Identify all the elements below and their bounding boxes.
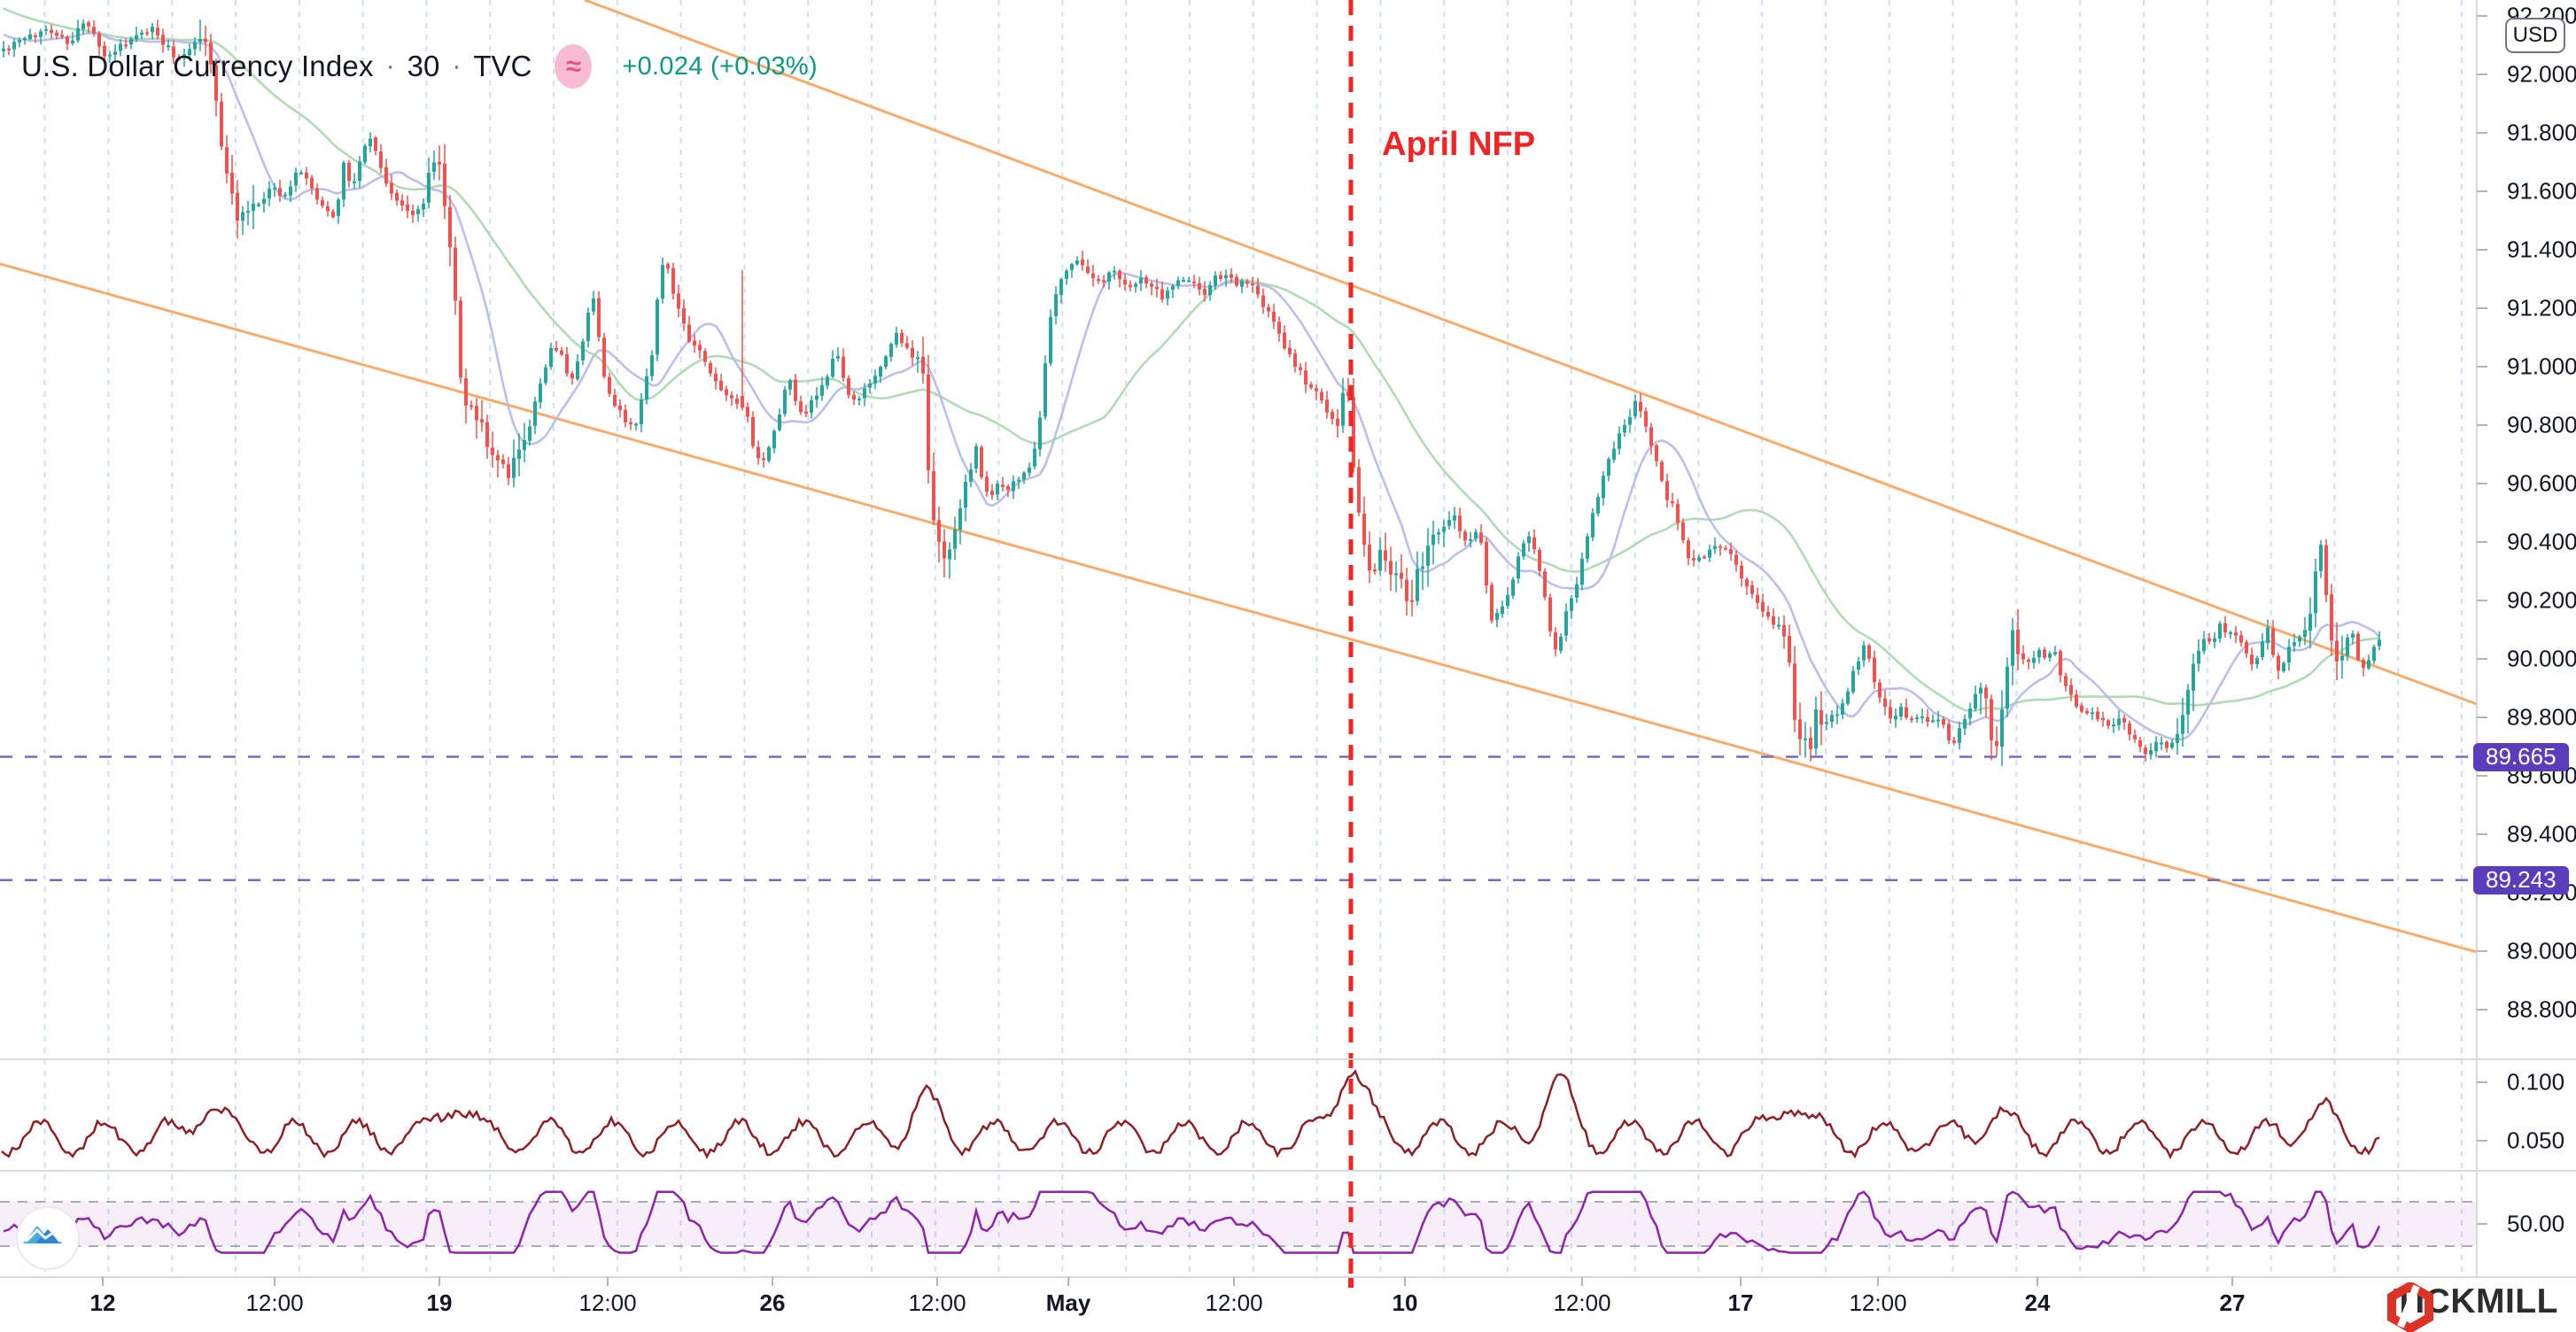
price-tick-label: 90.600: [2507, 469, 2576, 497]
symbol-title[interactable]: U.S. Dollar Currency Index: [21, 50, 374, 82]
time-tick-label: 12:00: [245, 1289, 304, 1316]
price-change-label: +0.024 (+0.03%): [622, 51, 818, 81]
time-tick-label: 12:00: [578, 1289, 637, 1316]
alert-price-badge[interactable]: 89.665: [2473, 742, 2569, 771]
atr-tick-label: 0.100: [2507, 1068, 2565, 1096]
daily-gridlines: [43, 0, 2463, 1277]
time-tick-label: May: [1045, 1289, 1091, 1316]
time-tick-label: 12:00: [908, 1289, 966, 1316]
price-tick-label: 89.400: [2507, 820, 2576, 848]
time-tick-label: 19: [426, 1289, 453, 1316]
time-tick-label: 24: [2024, 1289, 2051, 1316]
price-tick-label: 91.800: [2507, 119, 2576, 146]
channel-lower-trendline[interactable]: [0, 262, 2478, 954]
price-tick-label: 91.400: [2507, 236, 2576, 263]
time-tick-label: 17: [1727, 1289, 1754, 1316]
price-tick-label: 89.800: [2507, 703, 2576, 731]
watermark-icon: [16, 1206, 80, 1270]
ma-slow-line: [3, 7, 2380, 713]
time-tick-label: 26: [759, 1289, 786, 1316]
price-tick-label: 92.000: [2507, 60, 2576, 88]
exchange-label[interactable]: TVC: [473, 50, 532, 82]
price-tick-label: 91.000: [2507, 352, 2576, 380]
interval-label[interactable]: 30: [407, 50, 440, 82]
symbol-header: U.S. Dollar Currency Index · 30 · TVC ≈ …: [21, 44, 818, 89]
ma-fast-line: [3, 32, 2380, 741]
price-tick-label: 88.800: [2507, 995, 2576, 1023]
nfp-annotation-label[interactable]: April NFP: [1382, 126, 1536, 163]
price-tick-label: 91.200: [2507, 294, 2576, 321]
axis-tick-marks: [102, 15, 2487, 1286]
price-tick-label: 91.600: [2507, 177, 2576, 205]
watermark-mountains-icon: [23, 1226, 62, 1243]
atr-tick-label: 0.050: [2507, 1127, 2565, 1154]
time-tick-label: 10: [1392, 1289, 1418, 1316]
currency-badge: USD: [2505, 18, 2565, 53]
separator-dot: ·: [452, 51, 462, 81]
tickmill-logo: TICKMILL: [2386, 1282, 2558, 1332]
price-tick-label: 90.800: [2507, 411, 2576, 438]
price-tick-label: 90.400: [2507, 528, 2576, 555]
time-tick-label: 12:00: [1849, 1289, 1907, 1316]
time-tick-label: 12: [89, 1289, 116, 1316]
tickmill-logo-icon: [2387, 1282, 2433, 1332]
nfp-time-tick: [1348, 1277, 1354, 1288]
time-tick-label: 12:00: [1553, 1289, 1611, 1316]
rsi-tick-label: 50.00: [2507, 1210, 2565, 1237]
up-bodies: [2, 23, 2381, 755]
price-tick-label: 89.000: [2507, 937, 2576, 964]
channel-upper-trendline[interactable]: [584, 0, 2478, 706]
atr-indicator-line: [1, 1069, 2380, 1160]
alert-price-badge[interactable]: 89.243: [2473, 865, 2569, 894]
rsi-indicator-line: [3, 1190, 2381, 1254]
approx-data-icon[interactable]: ≈: [555, 44, 593, 89]
price-tick-label: 90.000: [2507, 645, 2576, 672]
time-tick-label: 27: [2219, 1289, 2246, 1316]
candlestick-series: [2, 19, 2381, 766]
time-tick-label: 12:00: [1205, 1289, 1263, 1316]
price-tick-label: 90.200: [2507, 586, 2576, 614]
separator-dot: ·: [385, 51, 395, 81]
